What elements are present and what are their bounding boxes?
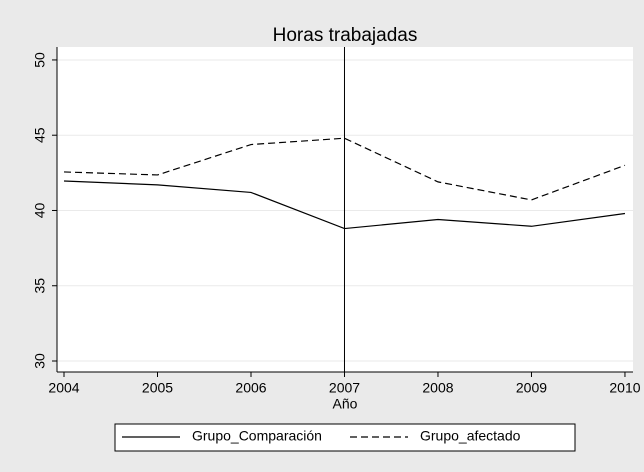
x-tick-label: 2004 (48, 380, 79, 396)
y-tick-label: 50 (32, 52, 48, 68)
y-tick-label: 30 (32, 353, 48, 369)
series-line (63, 180, 626, 230)
y-tick-label: 35 (32, 278, 48, 294)
series-line (63, 137, 626, 201)
x-tick-label: 2008 (422, 380, 453, 396)
x-tick-label: 2009 (516, 380, 547, 396)
plot-area (57, 47, 633, 372)
x-tick-label: 2010 (609, 380, 640, 396)
y-tick-label: 40 (32, 202, 48, 218)
y-tick-label: 45 (32, 127, 48, 143)
x-axis-label: Año (333, 396, 358, 412)
legend-label: Grupo_Comparación (192, 428, 322, 444)
legend (114, 423, 576, 452)
x-tick-label: 2005 (142, 380, 173, 396)
legend-label: Grupo_afectado (420, 428, 521, 444)
x-tick-label: 2007 (329, 380, 360, 396)
chart-title: Horas trabajadas (273, 25, 418, 46)
x-tick-label: 2006 (235, 380, 266, 396)
